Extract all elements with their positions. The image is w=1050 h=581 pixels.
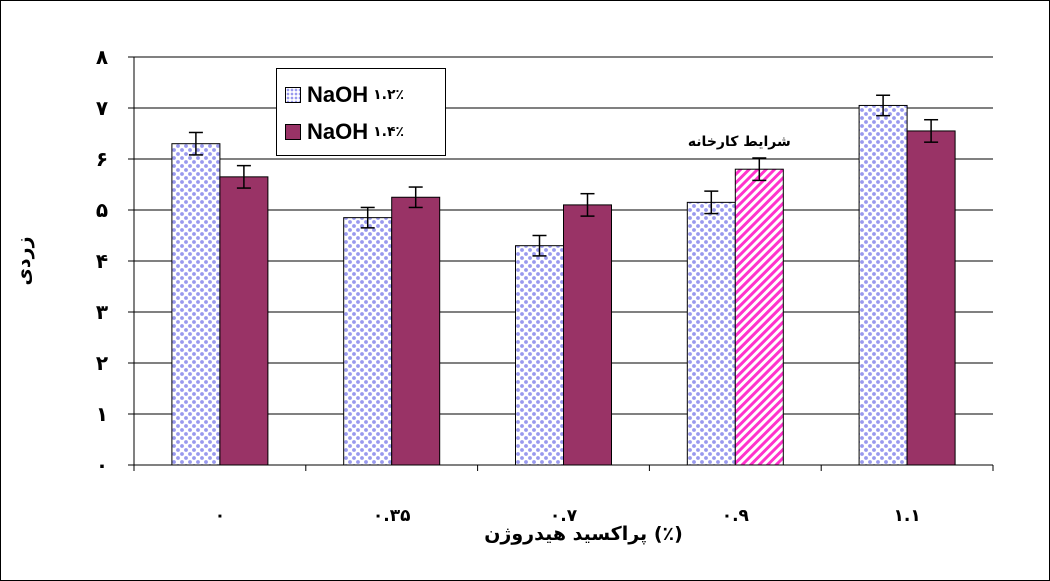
bar [858, 104, 908, 466]
legend-item-naoh-1-2: NaOH ۱.۲٪ [285, 80, 404, 110]
legend-label: NaOH [307, 119, 369, 144]
y-tick-label: ۷ [96, 96, 108, 120]
y-tick-label: ۵ [96, 198, 108, 222]
bar [219, 176, 269, 466]
x-tick-label: ۰.۳۵ [373, 506, 411, 526]
y-tick-label: ۶ [96, 147, 108, 171]
y-axis-title: زردی [13, 236, 35, 285]
y-tick-label: ۳ [96, 300, 108, 324]
legend: NaOH ۱.۲٪ NaOH ۱.۴٪ [276, 68, 446, 156]
y-tick-label: ۲ [96, 351, 108, 375]
legend-label: NaOH [307, 82, 369, 107]
bar [171, 143, 221, 466]
bar [391, 196, 441, 466]
y-tick-label: ۱ [96, 402, 108, 426]
legend-label-suffix: ۱.۴٪ [373, 124, 405, 140]
y-tick-label: ۴ [96, 249, 108, 273]
y-tick-label: ۰ [96, 453, 108, 477]
y-tick-label: ۸ [96, 45, 108, 69]
annotation-label: شرایط کارخانه [688, 134, 791, 150]
legend-item-naoh-1-4: NaOH ۱.۴٪ [285, 117, 404, 147]
x-axis-title: پراکسید هیدروژن (٪) [484, 523, 683, 545]
x-tick-label: ۰.۷ [550, 506, 578, 526]
bar [686, 201, 736, 466]
x-tick-label: ۰.۹ [722, 506, 750, 526]
bar [563, 204, 612, 466]
legend-swatch-dotted [285, 87, 301, 103]
x-tick-label: ۱.۱ [893, 506, 920, 526]
bar [906, 130, 956, 466]
bar [734, 168, 784, 466]
x-tick-label: ۰ [215, 506, 225, 526]
legend-swatch-solid [285, 124, 301, 140]
legend-label-suffix: ۱.۲٪ [373, 87, 405, 103]
bar [515, 245, 564, 466]
bar [343, 217, 393, 466]
